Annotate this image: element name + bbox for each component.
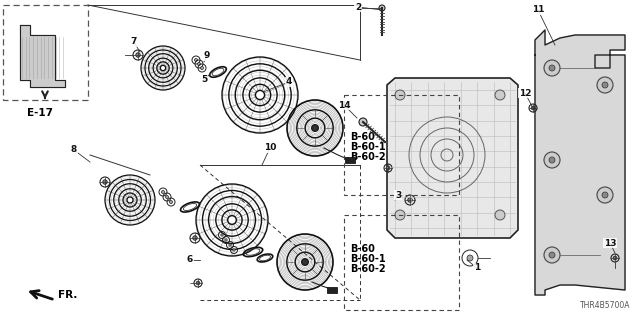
- Text: THR4B5700A: THR4B5700A: [579, 301, 630, 310]
- Circle shape: [198, 62, 200, 66]
- Circle shape: [221, 234, 223, 236]
- Circle shape: [193, 236, 197, 240]
- Text: 8: 8: [71, 146, 77, 155]
- Circle shape: [408, 198, 412, 202]
- Text: 12: 12: [519, 89, 531, 98]
- Text: 10: 10: [264, 143, 276, 153]
- Polygon shape: [535, 30, 625, 295]
- Circle shape: [602, 192, 608, 198]
- Circle shape: [161, 190, 164, 194]
- Text: 3: 3: [395, 190, 401, 199]
- Circle shape: [359, 118, 367, 126]
- Bar: [345, 157, 355, 163]
- Text: E-17: E-17: [27, 108, 53, 118]
- Circle shape: [195, 59, 198, 61]
- Text: 2: 2: [355, 3, 361, 12]
- Text: 7: 7: [131, 37, 137, 46]
- Text: 6: 6: [187, 255, 193, 265]
- Circle shape: [229, 244, 231, 246]
- Text: 14: 14: [338, 100, 350, 109]
- Circle shape: [395, 90, 405, 100]
- Circle shape: [531, 106, 535, 110]
- Circle shape: [379, 5, 385, 11]
- Circle shape: [549, 65, 555, 71]
- Circle shape: [225, 239, 227, 241]
- Circle shape: [544, 247, 560, 263]
- Circle shape: [301, 259, 308, 265]
- Circle shape: [103, 180, 108, 184]
- Bar: [344, 215, 459, 310]
- Text: B-60-2: B-60-2: [350, 152, 386, 162]
- Text: 11: 11: [532, 5, 544, 14]
- Circle shape: [597, 77, 613, 93]
- Circle shape: [467, 255, 473, 261]
- Text: FR.: FR.: [58, 290, 77, 300]
- Text: 4: 4: [286, 77, 292, 86]
- Circle shape: [613, 256, 617, 260]
- Bar: [327, 287, 337, 293]
- Circle shape: [544, 152, 560, 168]
- Circle shape: [170, 201, 173, 204]
- Polygon shape: [20, 25, 65, 87]
- Circle shape: [166, 196, 168, 198]
- Text: 9: 9: [204, 52, 210, 60]
- Circle shape: [495, 210, 505, 220]
- Circle shape: [395, 210, 405, 220]
- Bar: [344, 95, 459, 195]
- Polygon shape: [387, 78, 518, 238]
- Circle shape: [200, 67, 204, 69]
- Circle shape: [386, 166, 390, 170]
- Circle shape: [233, 249, 236, 251]
- Text: B-60: B-60: [350, 132, 375, 142]
- Circle shape: [196, 281, 200, 285]
- Circle shape: [602, 82, 608, 88]
- Text: B-60-1: B-60-1: [350, 142, 386, 152]
- Text: 1: 1: [474, 263, 480, 273]
- Bar: [3, 5, 88, 100]
- Text: B-60: B-60: [350, 244, 375, 254]
- Text: 13: 13: [604, 238, 616, 247]
- Circle shape: [549, 252, 555, 258]
- Text: B-60-2: B-60-2: [350, 264, 386, 274]
- Circle shape: [312, 124, 318, 131]
- Circle shape: [136, 53, 140, 57]
- Circle shape: [544, 60, 560, 76]
- Text: B-60-1: B-60-1: [350, 254, 386, 264]
- Circle shape: [549, 157, 555, 163]
- Text: 5: 5: [201, 76, 207, 84]
- Circle shape: [495, 90, 505, 100]
- Circle shape: [597, 187, 613, 203]
